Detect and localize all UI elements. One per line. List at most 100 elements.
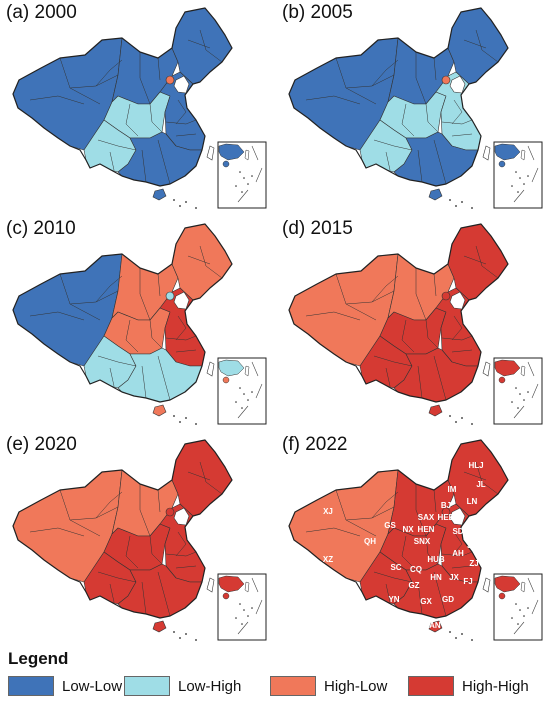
legend-item-low-high: Low-High — [124, 675, 241, 697]
province-border — [415, 268, 427, 321]
province-border — [141, 149, 147, 183]
province-border — [451, 133, 473, 137]
map-panel-2020: (e) 2020 — [0, 432, 272, 644]
inset-taiwan — [244, 365, 250, 377]
inset-island-dot — [511, 617, 513, 619]
province-border — [175, 349, 197, 353]
hainan-island — [152, 620, 167, 633]
province-border — [187, 471, 211, 481]
province-border — [141, 581, 147, 615]
inset-island-dot — [519, 177, 521, 179]
province-border — [373, 355, 413, 367]
inset-island-dot — [527, 391, 529, 393]
province-border — [149, 319, 163, 349]
province-border — [451, 315, 463, 341]
inset-island-dot — [517, 623, 519, 625]
province-label: HLJ — [468, 461, 483, 470]
province-label: SNX — [414, 537, 431, 546]
province-border — [175, 315, 187, 341]
province-border — [125, 535, 139, 569]
bohai-sea — [449, 75, 466, 94]
beijing-region — [165, 291, 175, 301]
province-border — [475, 461, 499, 495]
province-border — [433, 489, 437, 513]
hainan-island — [152, 404, 167, 417]
province-border — [475, 245, 499, 279]
inset-hainan — [222, 160, 230, 168]
province-label: HN — [430, 573, 442, 582]
province-border — [125, 319, 139, 353]
hainan-island — [428, 188, 443, 201]
island-dot — [449, 415, 451, 417]
panel-title: (a) 2000 — [6, 2, 77, 23]
province-label: JL — [476, 480, 485, 489]
province-label: JX — [449, 573, 459, 582]
panel-title: (c) 2010 — [6, 218, 76, 239]
map-panel-2010: (c) 2010 — [0, 216, 272, 428]
inset-island-dot — [247, 183, 249, 185]
province-border — [29, 311, 85, 321]
inset-island-dot — [519, 609, 521, 611]
island-dot — [179, 205, 181, 207]
province-border — [109, 583, 115, 603]
china-map — [288, 223, 543, 425]
inset-island-dot — [519, 393, 521, 395]
province-label: GZ — [408, 581, 419, 590]
south-china-sea-inset — [493, 141, 543, 209]
map-panel-2015: (d) 2015 — [276, 216, 548, 428]
province-border — [97, 571, 137, 583]
province-border — [157, 489, 161, 513]
province-label: HEB — [438, 513, 455, 522]
province-border — [139, 484, 151, 537]
inset-island-dot — [523, 399, 525, 401]
island-dot — [471, 207, 473, 209]
province-label: SAX — [418, 513, 435, 522]
inset-boundary — [237, 577, 263, 635]
island-dot — [195, 207, 197, 209]
province-border — [157, 57, 161, 81]
province-label: GS — [384, 521, 396, 530]
legend-swatch — [408, 676, 454, 696]
province-label: HUB — [427, 555, 445, 564]
province-border — [425, 535, 439, 565]
province-border — [451, 531, 463, 557]
inset-boundary — [513, 361, 539, 419]
province-border — [175, 531, 187, 557]
south-china-sea-inset — [217, 357, 267, 425]
beijing-region — [441, 75, 451, 85]
province-border — [371, 59, 399, 87]
island-dot — [185, 201, 187, 203]
province-border — [385, 151, 391, 171]
inset-taiwan — [244, 581, 250, 593]
hainan-island — [428, 404, 443, 417]
taiwan-island — [482, 145, 491, 161]
island-dot — [195, 423, 197, 425]
island-dot — [455, 205, 457, 207]
south-china-sea-inset — [217, 141, 267, 209]
island-dot — [461, 417, 463, 419]
province-border — [149, 535, 163, 565]
province-border — [199, 245, 223, 279]
province-border — [187, 255, 211, 265]
inset-boundary — [513, 145, 539, 203]
legend-swatch — [8, 676, 54, 696]
inset-island-dot — [523, 615, 525, 617]
inset-island-dot — [517, 191, 519, 193]
inset-boundary — [237, 361, 263, 419]
island-dot — [179, 421, 181, 423]
inset-taiwan — [244, 149, 250, 161]
province-label: BJ — [441, 501, 451, 510]
province-border — [165, 119, 197, 125]
province-border — [433, 57, 437, 81]
province-border — [187, 39, 211, 49]
legend-swatch — [124, 676, 170, 696]
province-border — [371, 275, 399, 303]
inset-island-dot — [243, 177, 245, 179]
taiwan-island — [206, 145, 215, 161]
inset-mainland — [218, 575, 245, 593]
inset-island-dot — [247, 615, 249, 617]
province-border — [417, 365, 423, 399]
legend-title: Legend — [8, 649, 69, 668]
island-dot — [173, 199, 175, 201]
legend-label: Low-Low — [62, 677, 123, 695]
